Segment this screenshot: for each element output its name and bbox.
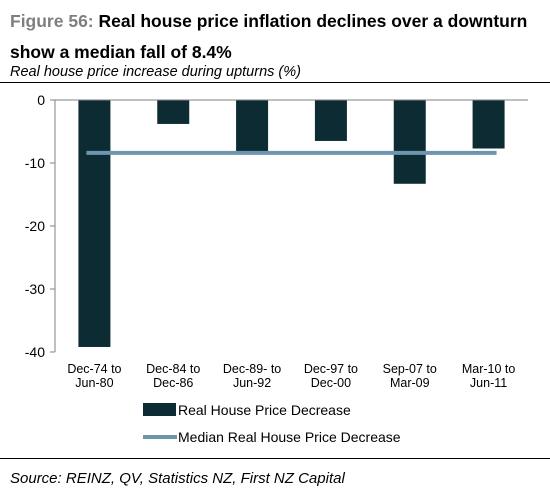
bar (157, 100, 190, 124)
source-note: Source: REINZ, QV, Statistics NZ, First … (10, 470, 345, 487)
bar (393, 100, 426, 184)
bar (78, 100, 111, 347)
x-tick-label: Dec-74 to Jun-80 (67, 362, 121, 390)
chart-subtitle: Real house price increase during upturns… (10, 64, 301, 80)
bar (314, 100, 347, 141)
x-tick-label: Dec-84 to Dec-86 (146, 362, 200, 390)
y-tick-label: 0 (37, 92, 45, 108)
x-tick-label: Mar-10 to Jun-11 (462, 362, 516, 390)
x-tick-label: Dec-97 to Dec-00 (304, 362, 358, 390)
bottom-rule (0, 458, 550, 459)
legend-label-bar: Real House Price Decrease (178, 402, 351, 418)
x-tick-label: Sep-07 to Mar-09 (383, 362, 437, 390)
y-tick-label: -20 (25, 218, 45, 234)
y-tick-label: -40 (25, 344, 45, 360)
figure-label: Figure 56: (10, 11, 94, 31)
x-tick-label: Dec-89- to Jun-92 (223, 362, 281, 390)
legend-swatch-bar (143, 403, 176, 416)
top-rule (0, 82, 550, 83)
y-tick-label: -30 (25, 281, 45, 297)
bar (472, 100, 505, 149)
bar (236, 100, 269, 155)
legend-label-median: Median Real House Price Decrease (178, 429, 401, 445)
title-text: Real house price inflation declines over… (10, 11, 528, 62)
chart-title: Figure 56: Real house price inflation de… (10, 6, 545, 68)
y-tick-label: -10 (25, 155, 45, 171)
